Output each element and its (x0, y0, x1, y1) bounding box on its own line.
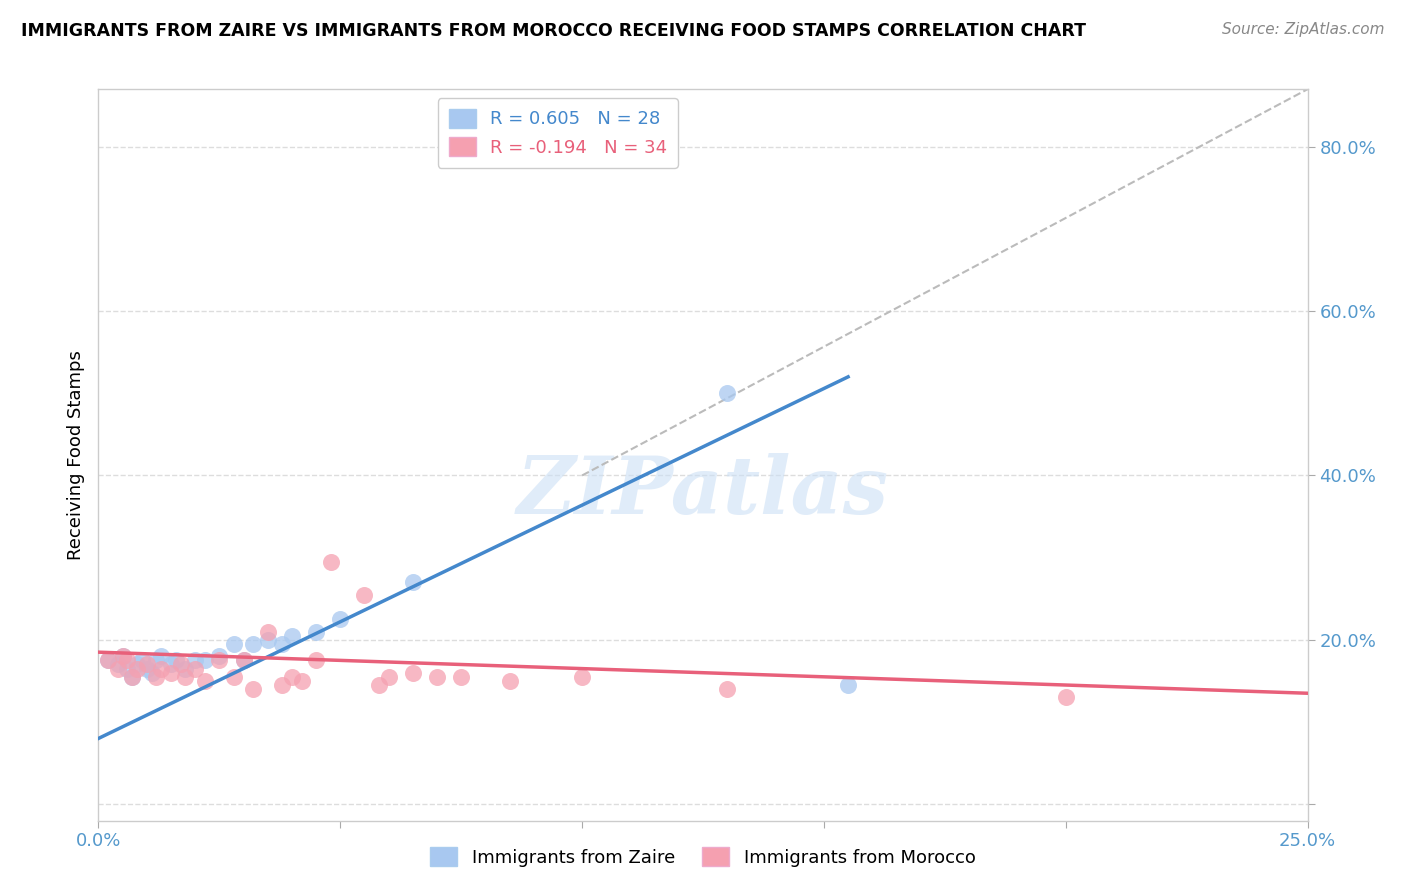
Point (319, 555, 342, 569)
Point (174, 670, 197, 684)
Point (141, 665, 163, 680)
Point (377, 670, 399, 684)
Point (402, 575, 425, 590)
Point (242, 637, 264, 651)
Legend: Immigrants from Zaire, Immigrants from Morocco: Immigrants from Zaire, Immigrants from M… (423, 840, 983, 874)
Point (174, 662, 197, 676)
Point (131, 653, 153, 667)
Point (184, 662, 207, 676)
Point (837, 678, 859, 692)
Point (402, 665, 425, 680)
Point (290, 673, 312, 688)
Point (368, 678, 391, 692)
Point (716, 682, 738, 697)
Point (117, 653, 139, 667)
Point (281, 629, 304, 643)
Point (135, 662, 157, 676)
Point (281, 670, 304, 684)
Point (232, 653, 254, 667)
Point (97, 653, 120, 667)
Point (117, 662, 139, 676)
Point (1054, 690, 1077, 705)
Point (208, 653, 231, 667)
Y-axis label: Receiving Food Stamps: Receiving Food Stamps (66, 350, 84, 560)
Point (242, 682, 264, 697)
Point (305, 624, 328, 639)
Point (426, 670, 449, 684)
Point (107, 657, 129, 672)
Point (222, 670, 245, 684)
Point (271, 678, 294, 692)
Point (450, 670, 472, 684)
Point (135, 657, 157, 672)
Point (305, 653, 328, 667)
Point (150, 649, 173, 664)
Point (145, 653, 167, 667)
Point (716, 386, 738, 401)
Point (97, 653, 120, 667)
Point (107, 662, 129, 676)
Point (111, 649, 134, 664)
Point (121, 670, 143, 684)
Point (150, 662, 173, 676)
Point (353, 588, 375, 602)
Point (160, 665, 183, 680)
Point (145, 670, 167, 684)
Point (169, 657, 191, 672)
Point (127, 657, 149, 672)
Point (498, 673, 520, 688)
Point (121, 670, 143, 684)
Point (232, 653, 254, 667)
Point (165, 653, 187, 667)
Point (127, 662, 149, 676)
Text: IMMIGRANTS FROM ZAIRE VS IMMIGRANTS FROM MOROCCO RECEIVING FOOD STAMPS CORRELATI: IMMIGRANTS FROM ZAIRE VS IMMIGRANTS FROM… (21, 22, 1085, 40)
Point (571, 670, 593, 684)
Text: Source: ZipAtlas.com: Source: ZipAtlas.com (1222, 22, 1385, 37)
Point (256, 632, 278, 647)
Text: ZIPatlas: ZIPatlas (517, 453, 889, 530)
Point (111, 649, 134, 664)
Point (271, 637, 294, 651)
Legend: R = 0.605   N = 28, R = -0.194   N = 34: R = 0.605 N = 28, R = -0.194 N = 34 (437, 98, 678, 168)
Point (184, 653, 207, 667)
Point (160, 657, 183, 672)
Point (194, 653, 217, 667)
Point (194, 673, 217, 688)
Point (222, 637, 245, 651)
Point (256, 624, 278, 639)
Point (329, 612, 352, 626)
Point (208, 649, 231, 664)
